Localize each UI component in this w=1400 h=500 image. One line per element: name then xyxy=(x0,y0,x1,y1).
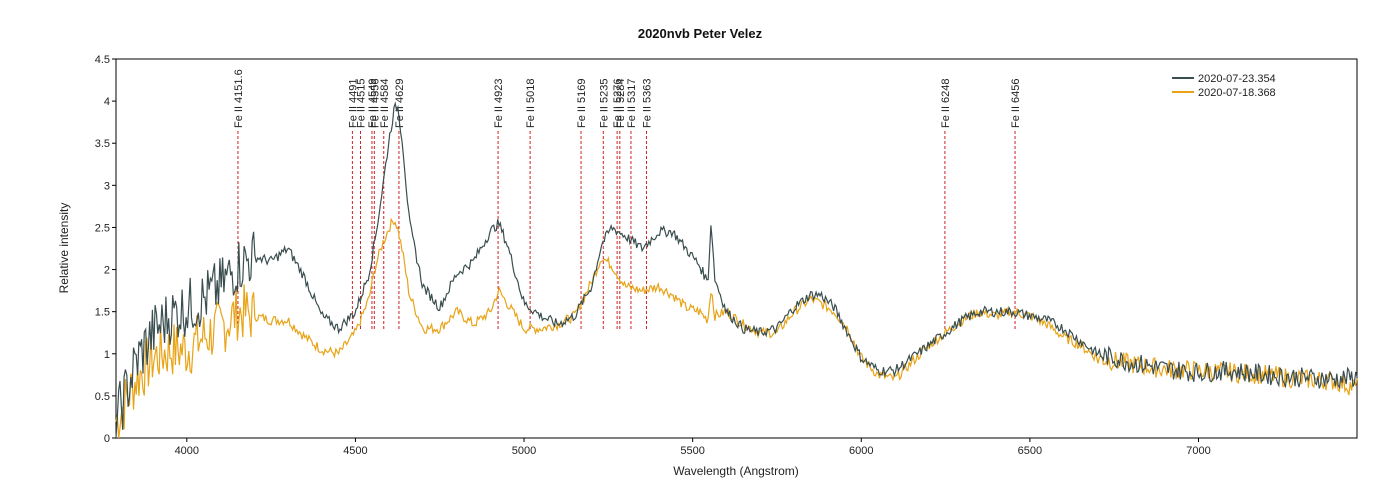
x-tick-label: 5500 xyxy=(680,445,704,457)
marker-label: Fe II 5284 xyxy=(615,78,627,128)
legend-label: 2020-07-23.354 xyxy=(1198,73,1276,85)
series-group xyxy=(115,101,1358,439)
y-tick-label: 4 xyxy=(104,96,110,108)
marker-label: Fe II 5018 xyxy=(525,78,537,128)
y-tick-label: 1.5 xyxy=(95,307,110,319)
y-tick-label: 1 xyxy=(104,349,110,361)
legend-label: 2020-07-18.368 xyxy=(1198,87,1276,99)
plot-area xyxy=(115,58,1358,439)
marker-label: Fe II 5276 xyxy=(612,78,624,128)
y-tick-label: 3 xyxy=(104,180,110,192)
marker-label: Fe II 4491 xyxy=(347,78,359,128)
series-line xyxy=(115,101,1358,439)
marker-label: Fe II 4923 xyxy=(493,78,505,128)
chart-title: 2020nvb Peter Velez xyxy=(638,26,763,41)
x-axis-label: Wavelength (Angstrom) xyxy=(673,464,799,478)
marker-label: Fe II 5317 xyxy=(626,78,638,128)
x-tick-label: 5000 xyxy=(512,445,536,457)
y-axis-label: Relative intensity xyxy=(57,203,71,294)
x-tick-label: 7000 xyxy=(1186,445,1210,457)
plot-frame xyxy=(115,58,1358,439)
marker-label: Fe II 5235 xyxy=(598,78,610,128)
y-tick-label: 2.5 xyxy=(95,222,110,234)
x-tick-label: 6000 xyxy=(849,445,873,457)
y-tick-label: 0.5 xyxy=(95,391,110,403)
axes: 4000 4500 5000 5500 6000 6500 7000 0 0.5 1 1.5 2 2.5… xyxy=(95,54,1211,457)
marker-label: Fe II 5169 xyxy=(576,78,588,128)
marker-label: Fe II 6456 xyxy=(1010,78,1022,128)
marker-label: Fe II 6248 xyxy=(940,78,952,128)
x-tick-label: 6500 xyxy=(1018,445,1042,457)
x-tick-label: 4500 xyxy=(343,445,367,457)
y-tick-label: 2 xyxy=(104,265,110,277)
marker-label: Fe II 4549 xyxy=(367,78,379,128)
marker-label: Fe II 4151.6 xyxy=(233,69,245,128)
series-line xyxy=(115,217,1358,439)
marker-label: Fe II 4629 xyxy=(394,78,406,128)
marker-label: Fe II 4556 xyxy=(369,78,381,128)
y-tick-label: 0 xyxy=(104,433,110,445)
marker-label: Fe II 5363 xyxy=(641,78,653,128)
marker-label: Fe II 4584 xyxy=(379,78,391,128)
x-tick-label: 4000 xyxy=(175,445,199,457)
legend: 2020-07-23.354 2020-07-18.368 xyxy=(1172,73,1276,99)
y-tick-label: 3.5 xyxy=(95,138,110,150)
marker-label: Fe II 4515 xyxy=(355,78,367,128)
y-tick-label: 4.5 xyxy=(95,54,110,66)
